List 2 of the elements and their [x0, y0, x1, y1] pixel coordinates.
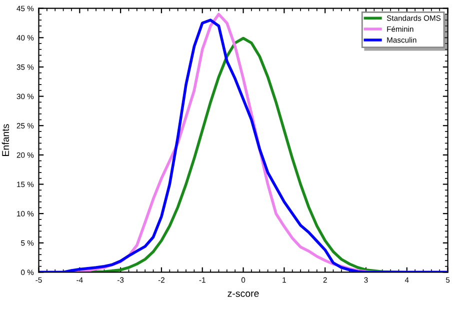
y-axis-title: Enfants [2, 124, 10, 156]
x-axis-title: z-score [228, 292, 259, 297]
